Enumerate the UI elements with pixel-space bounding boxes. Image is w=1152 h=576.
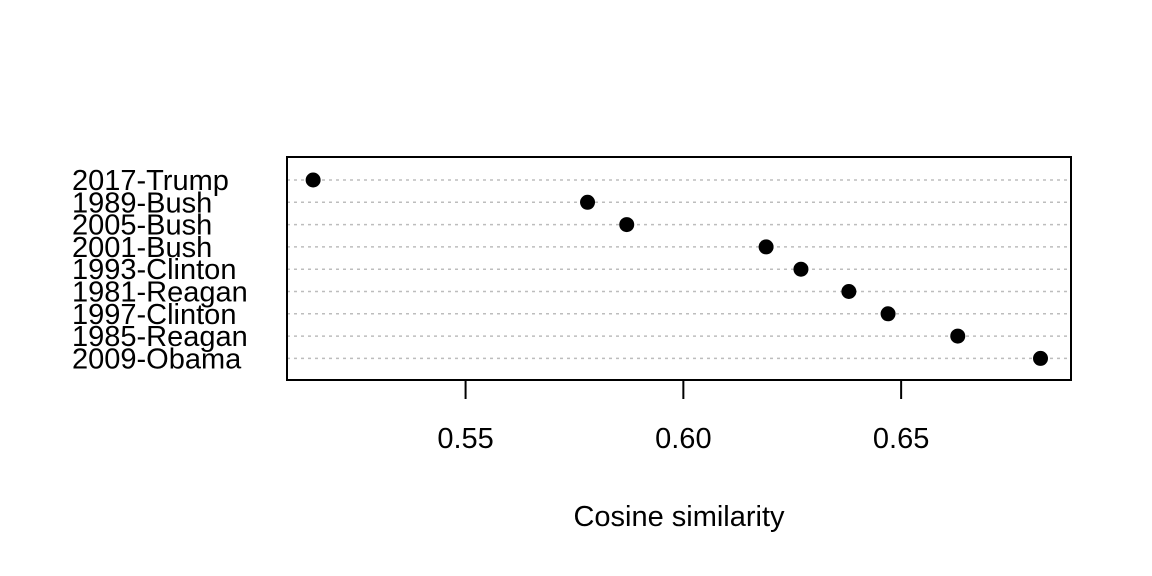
row-label: 2001-Bush: [72, 232, 212, 264]
data-point: [580, 194, 596, 210]
data-points: [305, 172, 1049, 366]
row-label: 2009-Obama: [72, 343, 242, 375]
x-tick-label: 0.65: [873, 423, 929, 455]
data-point: [841, 284, 857, 299]
row-label: 2005-Bush: [72, 210, 212, 242]
row-label: 1985-Reagan: [72, 321, 248, 353]
data-point: [619, 217, 635, 233]
grid-lines: [287, 179, 1071, 360]
x-tick-label: 0.60: [655, 423, 711, 455]
x-axis: 0.55 0.60 0.65: [437, 379, 929, 455]
data-point: [305, 172, 321, 188]
data-point: [950, 328, 966, 344]
data-point: [1033, 350, 1049, 366]
row-labels: 2017-Trump1989-Bush2005-Bush2001-Bush199…: [72, 165, 248, 375]
row-label: 1993-Clinton: [72, 254, 236, 286]
data-point: [758, 239, 774, 255]
x-tick-label: 0.55: [437, 423, 493, 455]
data-point: [880, 306, 896, 322]
row-label: 1997-Clinton: [72, 299, 236, 331]
row-label: 1981-Reagan: [72, 277, 248, 309]
row-label: 2017-Trump: [72, 165, 229, 197]
row-label: 1989-Bush: [72, 187, 212, 219]
x-axis-title: Cosine similarity: [573, 501, 785, 533]
data-point: [793, 261, 809, 277]
